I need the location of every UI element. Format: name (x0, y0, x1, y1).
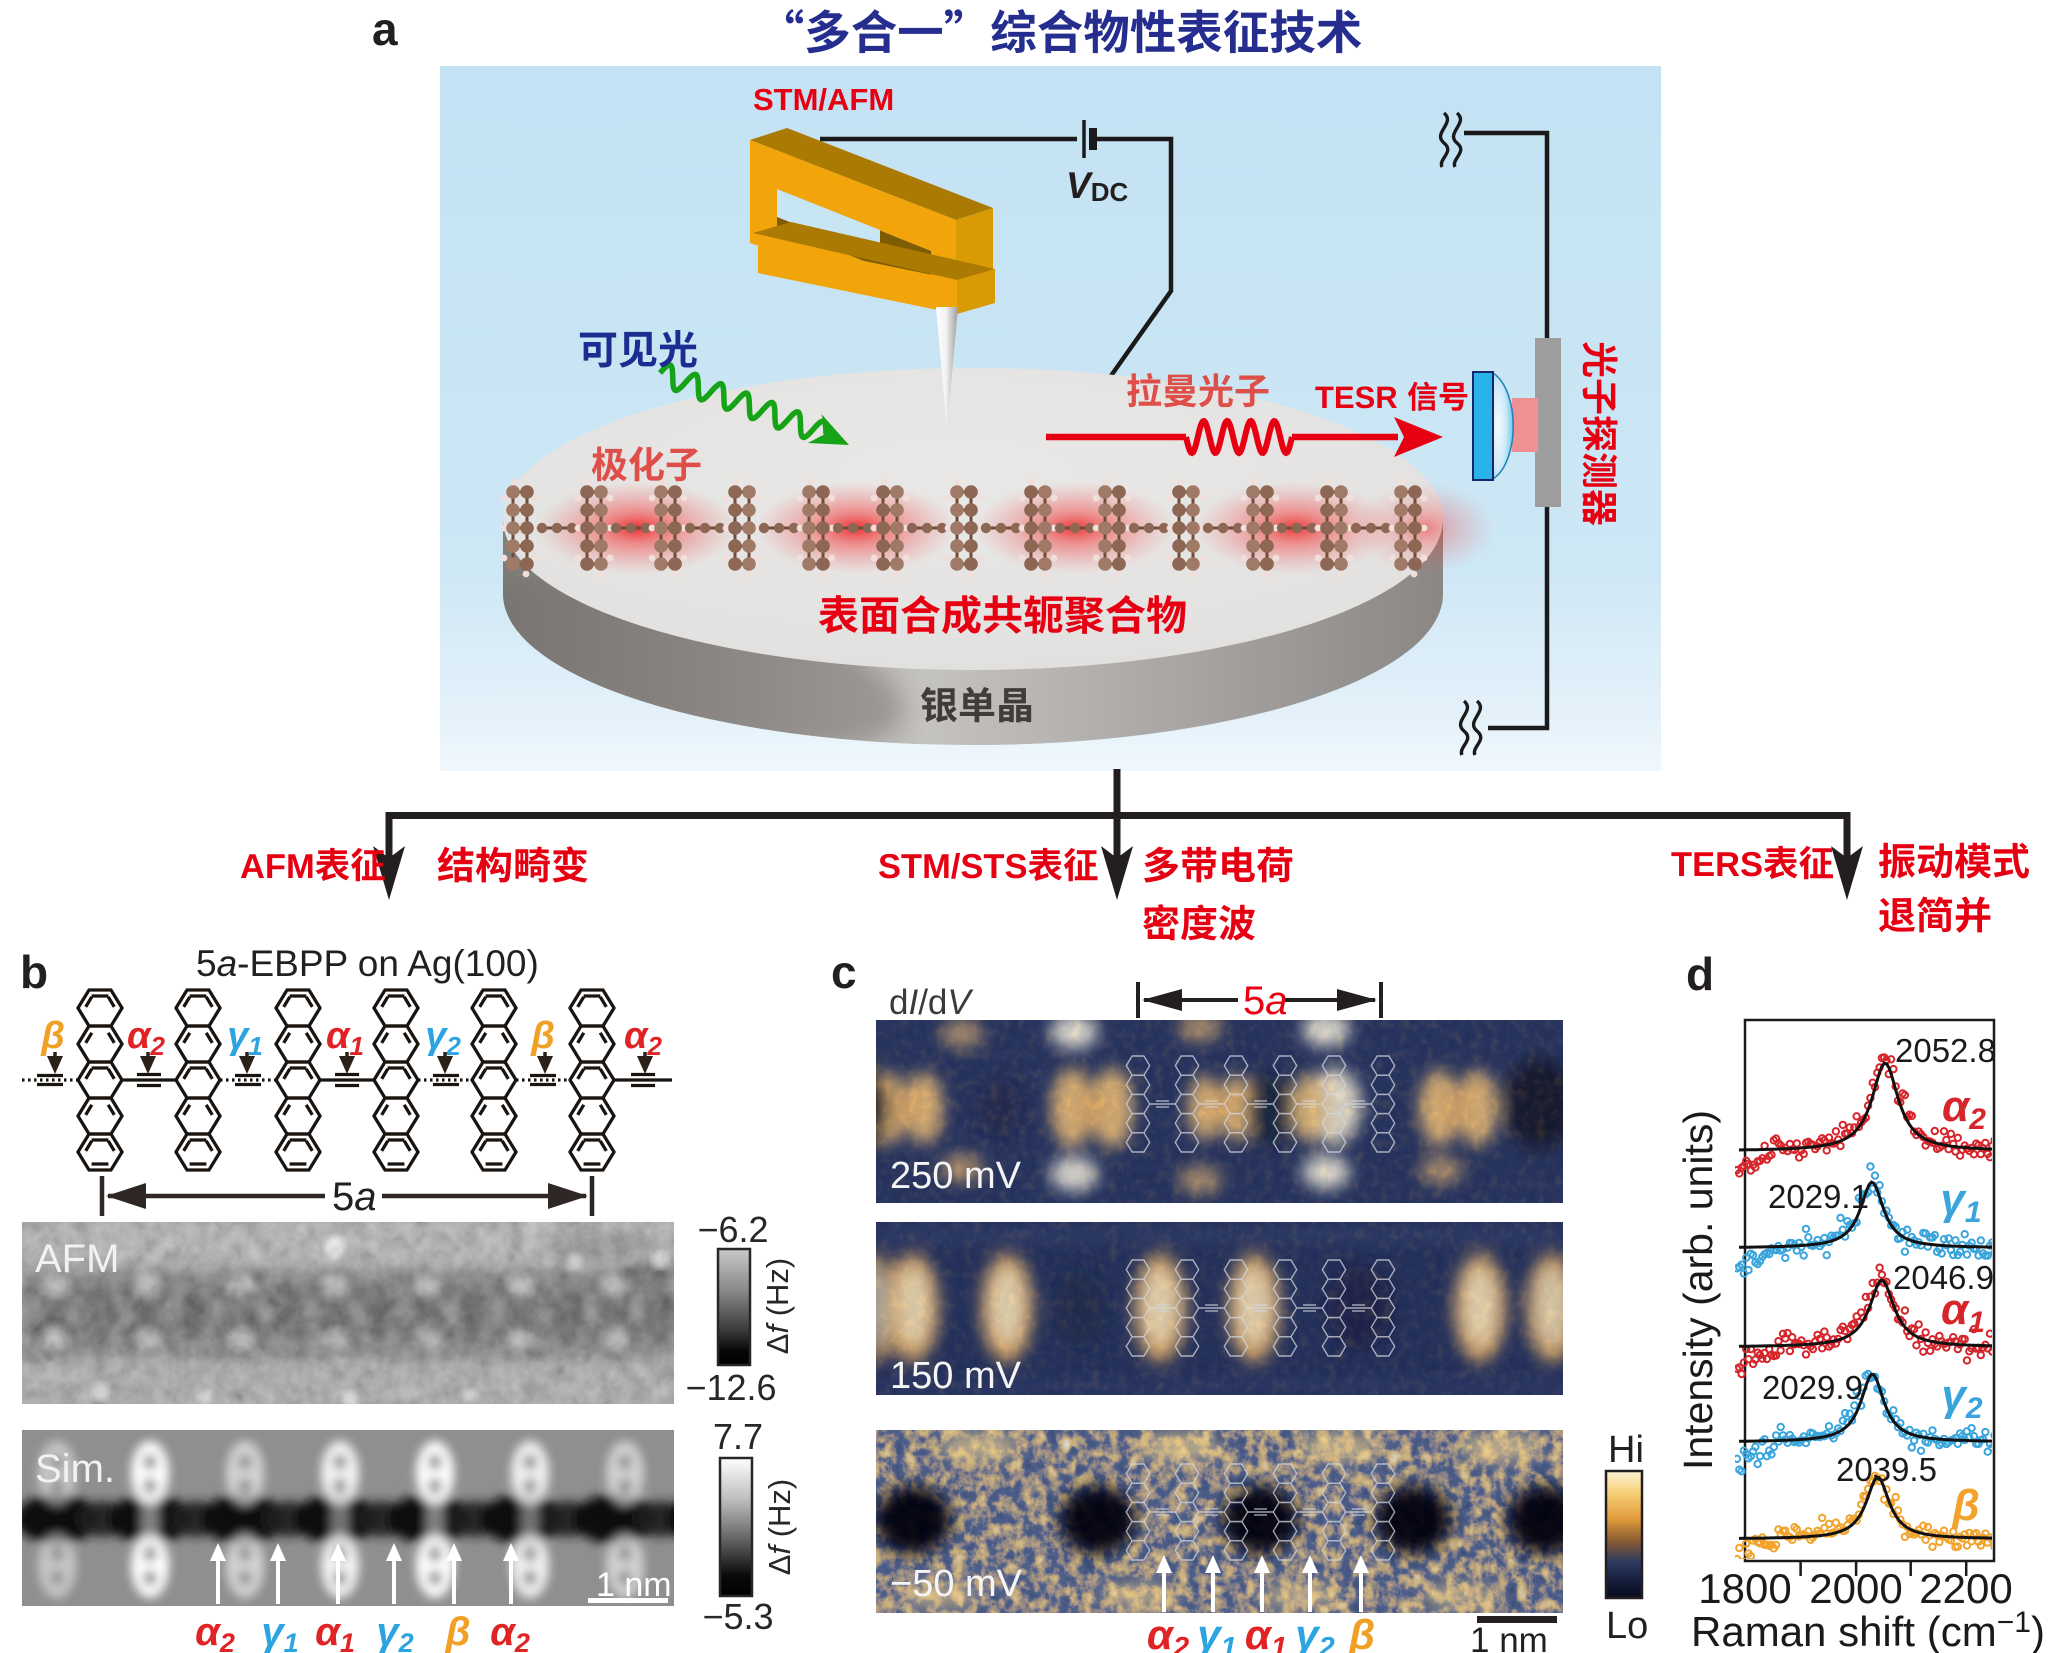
svg-text:250 mV: 250 mV (890, 1155, 1022, 1197)
svg-text:a: a (372, 3, 398, 55)
svg-text:1 nm: 1 nm (596, 1566, 672, 1604)
svg-text:1800: 1800 (1698, 1565, 1791, 1612)
svg-text:2200: 2200 (1919, 1565, 2012, 1612)
svg-text:STM/AFM: STM/AFM (753, 82, 894, 117)
svg-text:Sim.: Sim. (35, 1447, 115, 1491)
svg-text:2029.9: 2029.9 (1762, 1369, 1863, 1406)
svg-text:2052.8: 2052.8 (1895, 1032, 1996, 1069)
svg-text:−5.3: −5.3 (702, 1596, 773, 1637)
svg-text:5a: 5a (1243, 979, 1288, 1023)
svg-text:β: β (40, 1015, 65, 1057)
svg-text:Intensity (arb. units): Intensity (arb. units) (1675, 1110, 1721, 1470)
svg-text:−50 mV: −50 mV (890, 1563, 1023, 1605)
svg-text:150 mV: 150 mV (890, 1355, 1022, 1397)
svg-text:d: d (1686, 948, 1714, 1000)
svg-text:Raman shift (cm−1): Raman shift (cm−1) (1691, 1606, 2045, 1653)
svg-text:dI/dV: dI/dV (889, 983, 974, 1022)
svg-text:Hi: Hi (1608, 1429, 1644, 1471)
svg-text:γ2: γ2 (1295, 1611, 1335, 1653)
svg-text:β: β (1348, 1611, 1375, 1653)
svg-text:2029.1: 2029.1 (1768, 1178, 1869, 1215)
svg-text:1 nm: 1 nm (1470, 1621, 1548, 1653)
svg-text:c: c (831, 946, 857, 998)
svg-text:2046.9: 2046.9 (1893, 1259, 1994, 1296)
svg-text:β: β (445, 1610, 471, 1653)
svg-text:2039.5: 2039.5 (1836, 1451, 1937, 1488)
svg-text:b: b (20, 946, 48, 998)
svg-text:AFM: AFM (35, 1237, 119, 1281)
svg-text:Lo: Lo (1606, 1605, 1648, 1647)
svg-text:−6.2: −6.2 (697, 1209, 768, 1250)
svg-text:−12.6: −12.6 (685, 1367, 776, 1408)
svg-text:5a: 5a (332, 1175, 377, 1219)
svg-text:β: β (530, 1015, 555, 1057)
svg-text:5a-EBPP on Ag(100): 5a-EBPP on Ag(100) (196, 943, 539, 984)
svg-text:7.7: 7.7 (713, 1416, 763, 1457)
svg-text:α2: α2 (1942, 1082, 1986, 1136)
svg-text:Δf (Hz): Δf (Hz) (762, 1479, 797, 1576)
svg-text:β: β (1951, 1481, 1979, 1530)
svg-text:Δf (Hz): Δf (Hz) (760, 1258, 795, 1355)
svg-text:2000: 2000 (1809, 1565, 1902, 1612)
